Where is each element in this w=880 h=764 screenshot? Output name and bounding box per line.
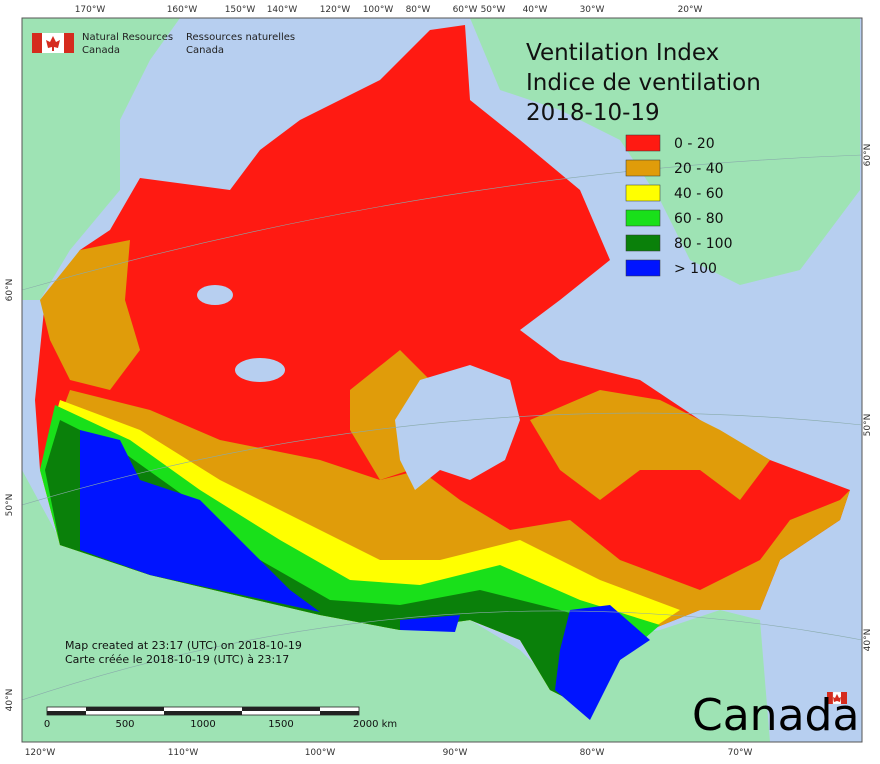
legend-swatch xyxy=(625,134,661,152)
longitude-label: 160°W xyxy=(167,5,198,15)
scale-bar-label: 0 xyxy=(44,719,50,730)
map-title: Ventilation Index xyxy=(526,40,719,66)
longitude-label: 90°W xyxy=(443,748,468,758)
legend-label: > 100 xyxy=(674,261,717,277)
map-frame xyxy=(21,17,863,743)
latitude-label: 40°N xyxy=(5,689,15,712)
zone-over-100-west xyxy=(80,430,320,612)
latitude-label: 40°N xyxy=(863,629,873,652)
map-title: Indice de ventilation xyxy=(526,70,761,96)
agency-flag xyxy=(32,33,74,53)
scale-bar-label: 2000 km xyxy=(353,719,397,730)
legend-label: 20 - 40 xyxy=(674,161,724,177)
wordmark-flag xyxy=(827,691,847,705)
longitude-label: 20°W xyxy=(678,5,703,15)
legend-swatch xyxy=(625,234,661,252)
map-title: 2018-10-19 xyxy=(526,100,660,126)
latitude-label: 50°N xyxy=(5,494,15,517)
scale-bar-segment xyxy=(281,707,320,711)
longitude-label: 80°W xyxy=(580,748,605,758)
hudson-bay xyxy=(395,365,520,490)
agency-name-fr: Ressources naturelles xyxy=(186,32,295,43)
scale-bar-label: 500 xyxy=(115,719,134,730)
scale-bar-segment xyxy=(125,707,164,711)
longitude-label: 100°W xyxy=(363,5,394,15)
agency-name-en: Natural Resources xyxy=(82,32,173,43)
legend-swatch xyxy=(625,259,661,277)
scale-bar-segment xyxy=(47,711,86,715)
legend-swatch xyxy=(625,159,661,177)
legend-swatch xyxy=(625,184,661,202)
zone-over-100-east xyxy=(555,605,650,720)
scale-bar-label: 1000 xyxy=(190,719,215,730)
longitude-label: 100°W xyxy=(305,748,336,758)
longitude-label: 140°W xyxy=(267,5,298,15)
zone-20-40-west xyxy=(40,240,140,390)
greenland xyxy=(470,18,860,285)
longitude-label: 30°W xyxy=(580,5,605,15)
scale-bar-segment xyxy=(203,711,242,715)
scale-bar-segment xyxy=(164,711,203,715)
longitude-label: 70°W xyxy=(728,748,753,758)
legend-label: 60 - 80 xyxy=(674,211,724,227)
lake xyxy=(197,285,233,305)
agency-name-en: Canada xyxy=(82,45,120,56)
legend-label: 80 - 100 xyxy=(674,236,733,252)
zone-over-100-lake xyxy=(400,615,460,632)
latitude-label: 60°N xyxy=(863,144,873,167)
longitude-label: 170°W xyxy=(75,5,106,15)
longitude-label: 150°W xyxy=(225,5,256,15)
longitude-label: 50°W xyxy=(481,5,506,15)
latitude-label: 50°N xyxy=(863,414,873,437)
scale-bar-segment xyxy=(86,707,125,711)
graticule xyxy=(22,154,862,701)
longitude-label: 40°W xyxy=(523,5,548,15)
scale-bar-label: 1500 xyxy=(268,719,293,730)
agency-name-fr: Canada xyxy=(186,45,224,56)
latitude-label: 60°N xyxy=(5,279,15,302)
scale-bar-segment xyxy=(320,711,359,715)
canada-wordmark: Canada xyxy=(692,690,859,741)
map-credit: Carte créée le 2018-10-19 (UTC) à 23:17 xyxy=(65,653,289,666)
longitude-label: 110°W xyxy=(168,748,199,758)
scale-bar-segment xyxy=(242,707,281,711)
alaska-west xyxy=(22,18,180,300)
longitude-label: 80°W xyxy=(406,5,431,15)
legend-label: 40 - 60 xyxy=(674,186,724,202)
longitude-label: 120°W xyxy=(320,5,351,15)
legend-swatch xyxy=(625,209,661,227)
map-credit: Map created at 23:17 (UTC) on 2018-10-19 xyxy=(65,639,302,652)
lake xyxy=(235,358,285,382)
legend-label: 0 - 20 xyxy=(674,136,715,152)
longitude-label: 120°W xyxy=(25,748,56,758)
longitude-label: 60°W xyxy=(453,5,478,15)
map-body xyxy=(22,18,862,742)
zone-20-40-quebec xyxy=(530,390,770,500)
